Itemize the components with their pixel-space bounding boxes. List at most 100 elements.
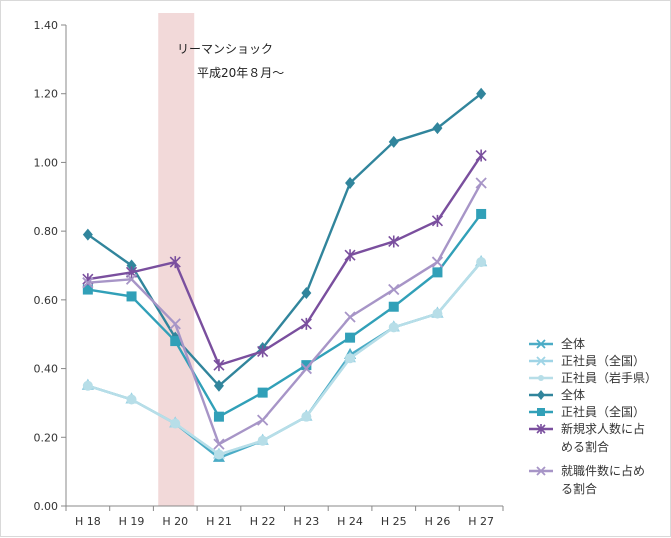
data-point [213, 449, 224, 460]
data-point [345, 332, 356, 343]
data-point [82, 277, 94, 289]
legend-item: 正社員（全国） [529, 404, 645, 419]
legend-item: 全体 [529, 336, 585, 351]
x-tick-label: H 26 [425, 515, 451, 528]
x-tick-label: H 19 [119, 515, 145, 528]
y-tick-label: 0.40 [34, 363, 59, 376]
series-3 [82, 257, 487, 460]
data-point [257, 435, 268, 446]
data-point [82, 228, 93, 241]
data-point [169, 256, 181, 269]
data-point [126, 259, 137, 272]
data-point [257, 345, 269, 358]
legend-label: める割合 [561, 439, 609, 454]
data-point [388, 301, 399, 312]
x-tick-label: H 25 [381, 515, 407, 528]
data-point [257, 414, 269, 426]
legend-item: 正社員（全国） [529, 353, 645, 368]
series-line [87, 261, 483, 456]
x-tick-label: H 22 [250, 515, 276, 528]
legend-item: 正社員（岩手県） [529, 370, 657, 385]
y-tick-label: 0.00 [34, 500, 59, 513]
data-point [536, 424, 546, 434]
series-line [87, 92, 482, 387]
legend-label: る割合 [561, 481, 597, 496]
y-axis-ticks: 0.00 0.20 0.40 0.60 0.80 1.00 1.20 1.40 [34, 19, 66, 513]
data-point [82, 284, 93, 295]
data-point [475, 177, 487, 189]
series-line [87, 154, 483, 367]
data-point [301, 286, 312, 299]
data-point [476, 87, 487, 100]
y-tick-label: 1.20 [34, 88, 59, 101]
data-point [476, 208, 487, 219]
legend-label: 正社員（全国） [561, 404, 645, 419]
data-point [431, 256, 444, 268]
data-point [538, 375, 544, 381]
legend-label: 就職件数に占め [561, 463, 645, 478]
data-point [213, 359, 225, 372]
data-point [169, 318, 181, 330]
data-point [213, 438, 225, 450]
y-tick-label: 0.60 [34, 294, 59, 307]
data-point [536, 466, 546, 476]
x-tick-label: H 23 [293, 515, 319, 528]
data-point [345, 353, 356, 364]
data-point [126, 291, 137, 302]
legend-label: 全体 [561, 387, 585, 402]
x-axis-ticks: H 18 H 19 H 20 H 21 H 22 H 23 H 24 H 25 H 26 H 27 [65, 506, 504, 528]
data-point [301, 360, 312, 371]
data-point [536, 356, 546, 366]
data-point [345, 177, 356, 190]
series-7 [82, 177, 487, 450]
data-point [126, 394, 137, 405]
data-point [301, 411, 312, 422]
data-point [125, 273, 138, 285]
data-point [344, 249, 356, 262]
series-line [87, 213, 483, 418]
legend: 全体正社員（全国）正社員（岩手県）全体正社員（全国）新規求人数に占める割合就職件… [529, 336, 657, 496]
x-tick-label: H 21 [206, 515, 232, 528]
data-point [170, 336, 181, 347]
data-point [213, 411, 224, 422]
series-5 [82, 208, 487, 422]
legend-label: 正社員（岩手県） [561, 370, 657, 385]
data-point [300, 362, 312, 375]
data-point [432, 308, 443, 319]
series-group [81, 87, 488, 462]
x-tick-label: H 24 [337, 515, 363, 528]
data-point [257, 387, 268, 398]
data-point [537, 408, 545, 416]
x-tick-label: H 18 [75, 515, 101, 528]
data-point [432, 267, 443, 278]
annotation-line-1: リーマンショック [177, 42, 273, 56]
data-point [536, 339, 546, 349]
data-point [432, 122, 443, 135]
data-point [82, 380, 93, 391]
data-point [300, 317, 312, 330]
data-point [170, 418, 181, 429]
data-point [388, 283, 400, 296]
data-point [476, 257, 487, 268]
legend-label: 正社員（全国） [561, 353, 645, 368]
data-point [388, 135, 399, 148]
data-point [431, 214, 444, 227]
series-line [87, 182, 483, 446]
x-tick-label: H 27 [468, 515, 494, 528]
y-tick-label: 0.20 [34, 431, 59, 444]
y-tick-label: 1.00 [34, 156, 59, 169]
data-point [537, 390, 545, 400]
data-point [213, 379, 224, 392]
data-point [388, 322, 399, 333]
annotation-line-2: 平成20年８月～ [197, 66, 284, 80]
y-tick-label: 0.80 [34, 225, 59, 238]
data-point [475, 149, 487, 162]
legend-item: 全体 [529, 387, 585, 402]
legend-label: 全体 [561, 336, 585, 351]
y-tick-label: 1.40 [34, 19, 59, 32]
series-6 [82, 149, 487, 372]
